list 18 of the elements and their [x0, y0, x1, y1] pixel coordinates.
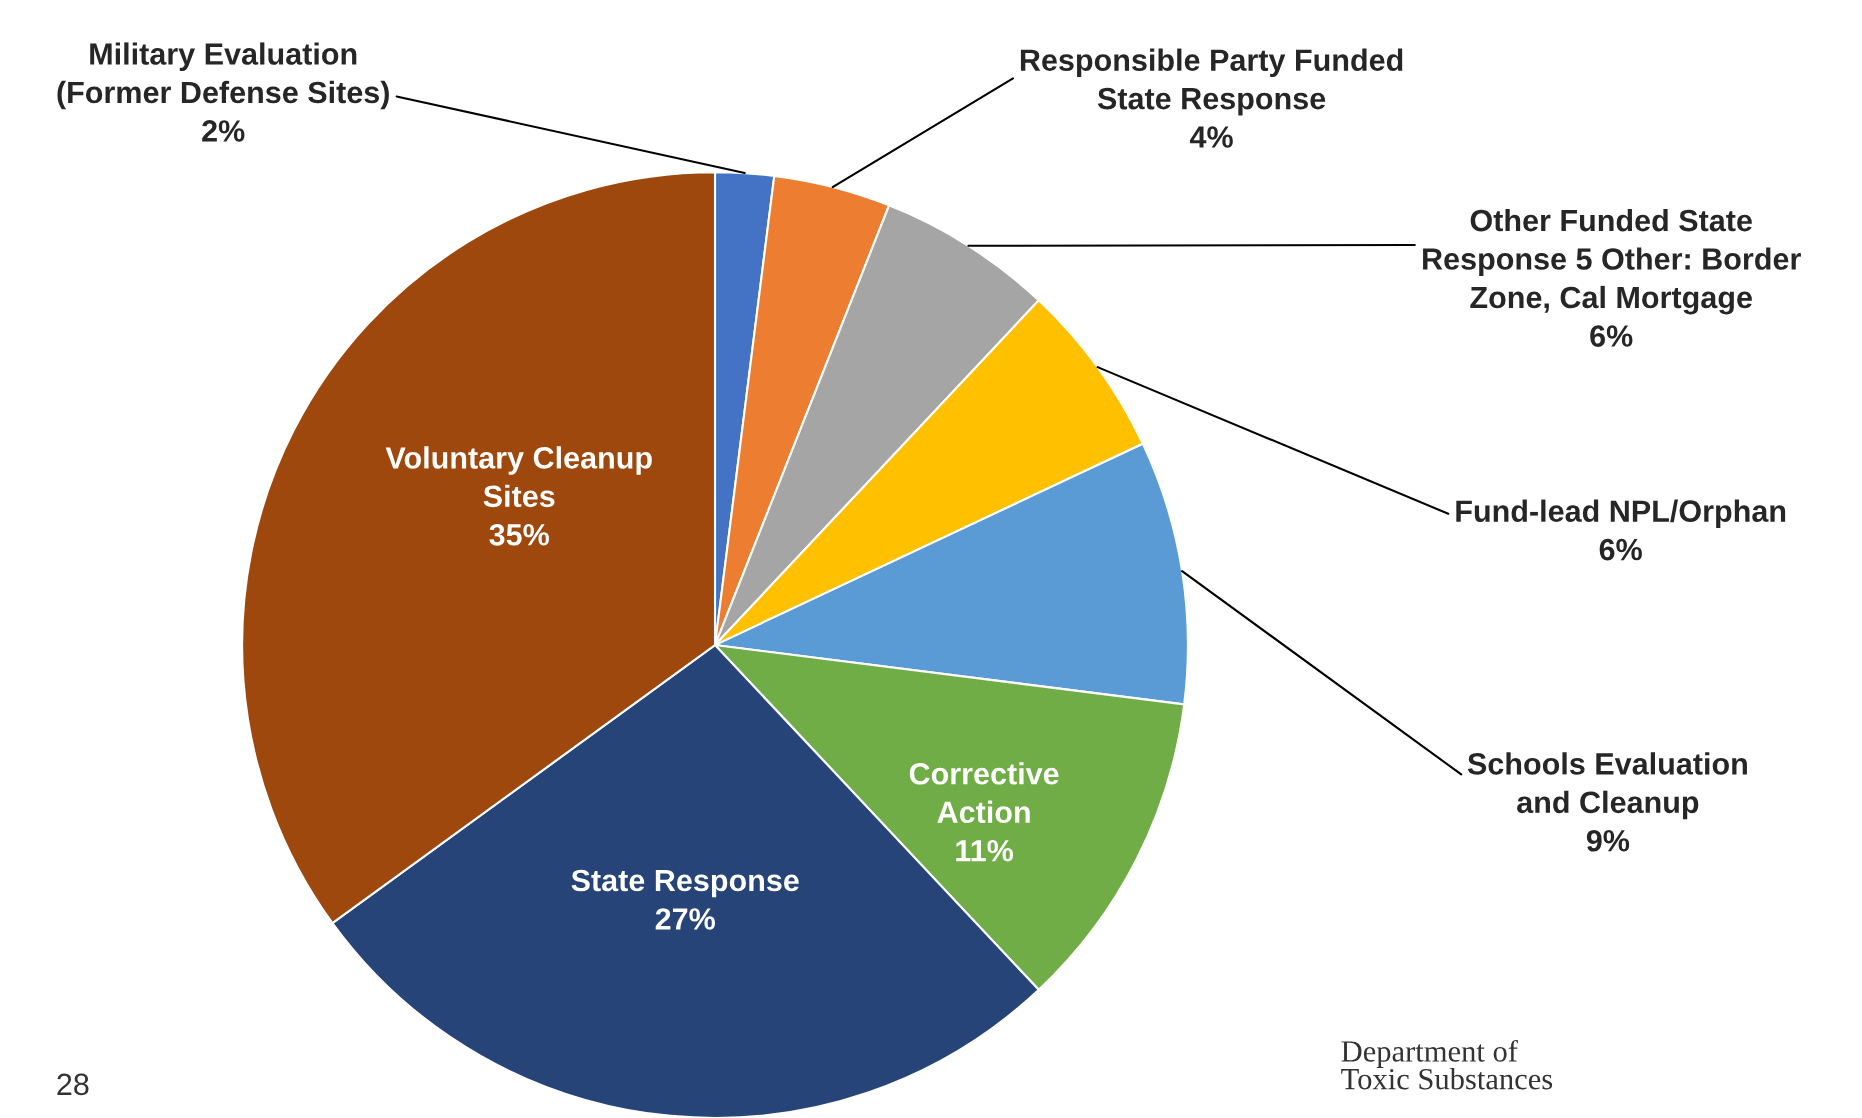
data-label: 27% [655, 908, 715, 930]
slice-label: Fund-lead NPL/Orphan [1456, 499, 1786, 529]
text: Department of Toxic Substances [1341, 1039, 1553, 1090]
data-label: 35% [489, 523, 549, 546]
data-label: 6% [1590, 325, 1633, 347]
data-label: 2% [202, 120, 245, 142]
text: 28 [57, 1073, 89, 1096]
data-label: 4% [1189, 126, 1233, 148]
slice-label: Military Evaluation (Former Defense Sites) [57, 42, 389, 110]
slice-label: Other Funded State Response 5 Other: Border Zone, Cal Mortgage [1423, 208, 1801, 315]
slice-label: State Response [571, 869, 799, 898]
slice-label: Responsible Party Funded State Response [1020, 48, 1403, 116]
data-label: 11% [956, 839, 1014, 862]
slice-label: Schools Evaluation and Cleanup [1467, 752, 1747, 820]
slice-label: Corrective Action [909, 762, 1059, 824]
slice-label: Voluntary Cleanup Sites [385, 446, 652, 508]
data-label: 9% [1586, 829, 1630, 852]
data-label: 6% [1599, 538, 1642, 561]
